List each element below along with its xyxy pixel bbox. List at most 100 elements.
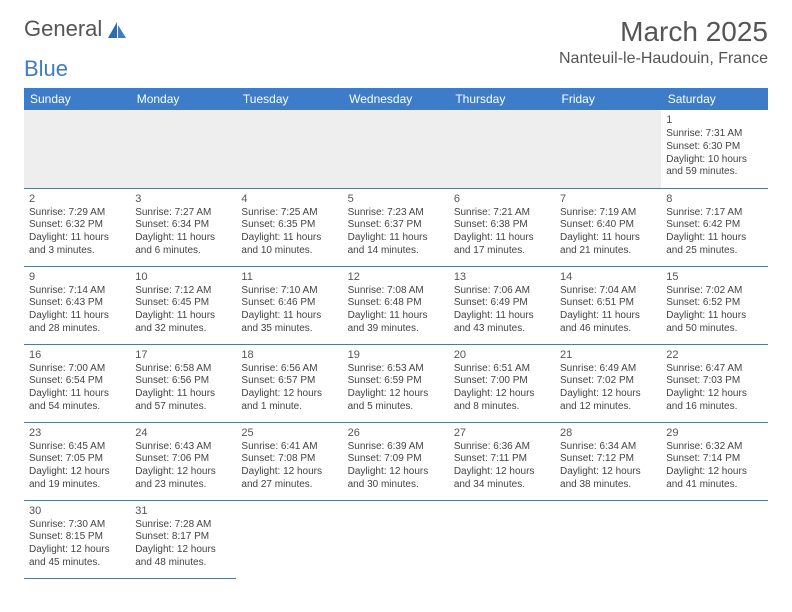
calendar-cell (236, 110, 342, 188)
sunrise-text: Sunrise: 7:06 AM (454, 285, 550, 298)
day-number: 22 (666, 348, 762, 362)
day-header: Friday (555, 88, 661, 110)
day-number: 10 (135, 270, 231, 284)
sunrise-text: Sunrise: 7:28 AM (135, 519, 231, 532)
day-number: 16 (29, 348, 125, 362)
day-number: 17 (135, 348, 231, 362)
calendar-cell: 13Sunrise: 7:06 AMSunset: 6:49 PMDayligh… (449, 266, 555, 344)
daylight-text: Daylight: 11 hours and 17 minutes. (454, 232, 550, 258)
sunset-text: Sunset: 6:43 PM (29, 297, 125, 310)
daylight-text: Daylight: 11 hours and 14 minutes. (348, 232, 444, 258)
day-number: 6 (454, 192, 550, 206)
sunset-text: Sunset: 6:37 PM (348, 219, 444, 232)
sunrise-text: Sunrise: 7:21 AM (454, 207, 550, 220)
calendar-cell (130, 110, 236, 188)
daylight-text: Daylight: 12 hours and 8 minutes. (454, 388, 550, 414)
calendar-cell: 31Sunrise: 7:28 AMSunset: 8:17 PMDayligh… (130, 500, 236, 578)
sunset-text: Sunset: 7:02 PM (560, 375, 656, 388)
day-number: 20 (454, 348, 550, 362)
sunset-text: Sunset: 6:34 PM (135, 219, 231, 232)
sunrise-text: Sunrise: 6:32 AM (666, 441, 762, 454)
calendar-cell: 16Sunrise: 7:00 AMSunset: 6:54 PMDayligh… (24, 344, 130, 422)
calendar-cell: 19Sunrise: 6:53 AMSunset: 6:59 PMDayligh… (343, 344, 449, 422)
day-number: 9 (29, 270, 125, 284)
sunset-text: Sunset: 8:15 PM (29, 531, 125, 544)
day-header: Saturday (661, 88, 767, 110)
sunrise-text: Sunrise: 6:36 AM (454, 441, 550, 454)
sunrise-text: Sunrise: 6:39 AM (348, 441, 444, 454)
sunrise-text: Sunrise: 7:17 AM (666, 207, 762, 220)
calendar-cell: 12Sunrise: 7:08 AMSunset: 6:48 PMDayligh… (343, 266, 449, 344)
calendar-cell: 21Sunrise: 6:49 AMSunset: 7:02 PMDayligh… (555, 344, 661, 422)
daylight-text: Daylight: 11 hours and 32 minutes. (135, 310, 231, 336)
sunrise-text: Sunrise: 7:25 AM (241, 207, 337, 220)
sunset-text: Sunset: 7:05 PM (29, 453, 125, 466)
sunrise-text: Sunrise: 6:34 AM (560, 441, 656, 454)
daylight-text: Daylight: 12 hours and 41 minutes. (666, 466, 762, 492)
calendar-cell (555, 500, 661, 578)
day-number: 3 (135, 192, 231, 206)
calendar-table: SundayMondayTuesdayWednesdayThursdayFrid… (24, 88, 768, 579)
sunset-text: Sunset: 6:59 PM (348, 375, 444, 388)
calendar-cell: 27Sunrise: 6:36 AMSunset: 7:11 PMDayligh… (449, 422, 555, 500)
day-header: Wednesday (343, 88, 449, 110)
daylight-text: Daylight: 12 hours and 1 minute. (241, 388, 337, 414)
sunset-text: Sunset: 6:57 PM (241, 375, 337, 388)
calendar-cell (343, 500, 449, 578)
day-number: 2 (29, 192, 125, 206)
sunset-text: Sunset: 7:06 PM (135, 453, 231, 466)
sunrise-text: Sunrise: 6:43 AM (135, 441, 231, 454)
calendar-cell: 30Sunrise: 7:30 AMSunset: 8:15 PMDayligh… (24, 500, 130, 578)
sunset-text: Sunset: 6:49 PM (454, 297, 550, 310)
day-number: 21 (560, 348, 656, 362)
logo: General (24, 16, 130, 42)
daylight-text: Daylight: 12 hours and 12 minutes. (560, 388, 656, 414)
sunrise-text: Sunrise: 7:14 AM (29, 285, 125, 298)
logo-word1: General (24, 16, 102, 42)
sunset-text: Sunset: 6:51 PM (560, 297, 656, 310)
daylight-text: Daylight: 11 hours and 39 minutes. (348, 310, 444, 336)
sunset-text: Sunset: 7:11 PM (454, 453, 550, 466)
sunset-text: Sunset: 6:45 PM (135, 297, 231, 310)
sunrise-text: Sunrise: 6:47 AM (666, 363, 762, 376)
sunrise-text: Sunrise: 6:49 AM (560, 363, 656, 376)
day-number: 30 (29, 504, 125, 518)
calendar-cell: 25Sunrise: 6:41 AMSunset: 7:08 PMDayligh… (236, 422, 342, 500)
daylight-text: Daylight: 12 hours and 27 minutes. (241, 466, 337, 492)
day-header: Monday (130, 88, 236, 110)
daylight-text: Daylight: 11 hours and 3 minutes. (29, 232, 125, 258)
day-number: 27 (454, 426, 550, 440)
sunrise-text: Sunrise: 7:00 AM (29, 363, 125, 376)
day-header: Tuesday (236, 88, 342, 110)
day-number: 18 (241, 348, 337, 362)
daylight-text: Daylight: 11 hours and 28 minutes. (29, 310, 125, 336)
day-number: 11 (241, 270, 337, 284)
sunrise-text: Sunrise: 7:02 AM (666, 285, 762, 298)
day-number: 28 (560, 426, 656, 440)
sunset-text: Sunset: 6:52 PM (666, 297, 762, 310)
daylight-text: Daylight: 12 hours and 34 minutes. (454, 466, 550, 492)
day-number: 7 (560, 192, 656, 206)
day-number: 23 (29, 426, 125, 440)
calendar-cell: 20Sunrise: 6:51 AMSunset: 7:00 PMDayligh… (449, 344, 555, 422)
calendar-cell: 8Sunrise: 7:17 AMSunset: 6:42 PMDaylight… (661, 188, 767, 266)
day-header: Sunday (24, 88, 130, 110)
calendar-cell: 26Sunrise: 6:39 AMSunset: 7:09 PMDayligh… (343, 422, 449, 500)
daylight-text: Daylight: 12 hours and 38 minutes. (560, 466, 656, 492)
sunset-text: Sunset: 6:56 PM (135, 375, 231, 388)
calendar-cell (343, 110, 449, 188)
month-title: March 2025 (559, 16, 768, 48)
calendar-cell: 9Sunrise: 7:14 AMSunset: 6:43 PMDaylight… (24, 266, 130, 344)
calendar-cell: 15Sunrise: 7:02 AMSunset: 6:52 PMDayligh… (661, 266, 767, 344)
sunrise-text: Sunrise: 6:56 AM (241, 363, 337, 376)
calendar-cell: 5Sunrise: 7:23 AMSunset: 6:37 PMDaylight… (343, 188, 449, 266)
calendar-cell: 14Sunrise: 7:04 AMSunset: 6:51 PMDayligh… (555, 266, 661, 344)
sunrise-text: Sunrise: 7:30 AM (29, 519, 125, 532)
calendar-cell: 29Sunrise: 6:32 AMSunset: 7:14 PMDayligh… (661, 422, 767, 500)
sunset-text: Sunset: 6:32 PM (29, 219, 125, 232)
sunrise-text: Sunrise: 6:41 AM (241, 441, 337, 454)
daylight-text: Daylight: 11 hours and 25 minutes. (666, 232, 762, 258)
daylight-text: Daylight: 11 hours and 54 minutes. (29, 388, 125, 414)
day-number: 19 (348, 348, 444, 362)
calendar-cell: 10Sunrise: 7:12 AMSunset: 6:45 PMDayligh… (130, 266, 236, 344)
